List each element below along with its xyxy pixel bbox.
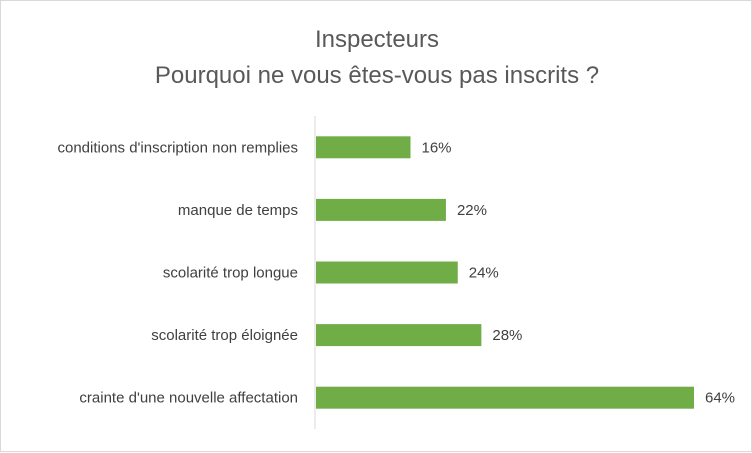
chart-title: Inspecteurs	[315, 26, 439, 53]
data-label: 16%	[422, 139, 452, 156]
bar	[316, 324, 482, 347]
category-label: manque de temps	[178, 202, 298, 219]
category-label: conditions d'inscription non remplies	[58, 139, 299, 156]
chart-subtitle: Pourquoi ne vous êtes-vous pas inscrits …	[155, 62, 599, 89]
bar	[316, 261, 458, 284]
category-label: scolarité trop éloignée	[151, 327, 298, 344]
bar-series: conditions d'inscription non remplies 16%…	[58, 136, 735, 409]
category-label: scolarité trop longue	[163, 265, 298, 282]
bar	[316, 136, 411, 159]
category-label: crainte d'une nouvelle affectation	[79, 390, 298, 407]
data-label: 22%	[457, 202, 487, 219]
bar	[316, 386, 694, 409]
bar	[316, 198, 446, 221]
data-label: 64%	[705, 390, 735, 407]
data-label: 28%	[492, 327, 522, 344]
data-label: 24%	[469, 265, 499, 282]
